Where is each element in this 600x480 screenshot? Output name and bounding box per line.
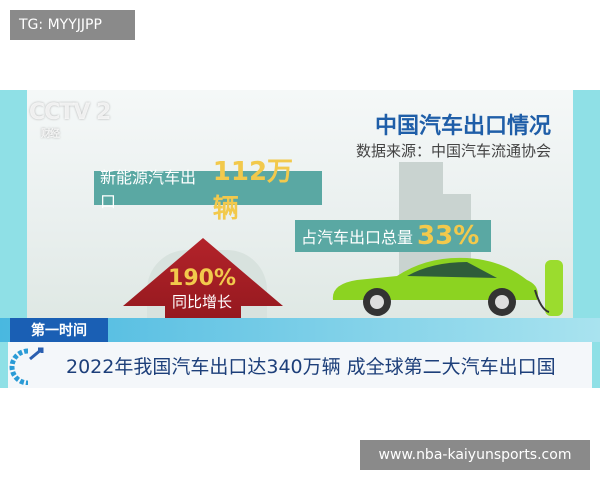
infographic: CCTV 2 财经 中国汽车出口情况 数据来源：中国汽车流通协会 新能源汽车出口 1… <box>27 90 573 318</box>
stat-value: 112万辆 <box>212 157 294 224</box>
data-source: 数据来源：中国汽车流通协会 <box>355 142 551 160</box>
growth-text: 同比增长 <box>171 293 232 311</box>
watermark-bottom-right: www.nba-kaiyunsports.com <box>360 440 590 470</box>
up-arrow-icon <box>123 238 283 318</box>
stat-label: 新能源汽车出口 <box>100 168 197 211</box>
share-stat: 占汽车出口总量 33% <box>295 220 491 252</box>
stat-label: 占汽车出口总量 <box>301 228 414 247</box>
stat-value: 33% <box>417 221 480 251</box>
electric-car-icon <box>332 257 563 316</box>
growth-label: 190% 同比增长 <box>157 266 247 312</box>
video-frame: CCTV 2 财经 中国汽车出口情况 数据来源：中国汽车流通协会 新能源汽车出口 1… <box>0 90 600 388</box>
cctv2-logo: CCTV 2 财经 <box>29 100 111 140</box>
program-logo-icon <box>9 347 44 385</box>
lower-third-bar: 第一时间 <box>0 318 600 342</box>
infographic-title: 中国汽车出口情况 <box>374 114 551 139</box>
growth-value: 190% <box>168 266 236 291</box>
headline-bar: 2022年我国汽车出口达340万辆 成全球第二大汽车出口国 <box>8 342 592 388</box>
nev-export-stat: 新能源汽车出口 112万辆 <box>94 157 322 224</box>
program-tag: 第一时间 <box>10 318 108 342</box>
headline: 2022年我国汽车出口达340万辆 成全球第二大汽车出口国 <box>66 355 556 378</box>
watermark-top-left: TG: MYYJJPP <box>10 10 135 40</box>
